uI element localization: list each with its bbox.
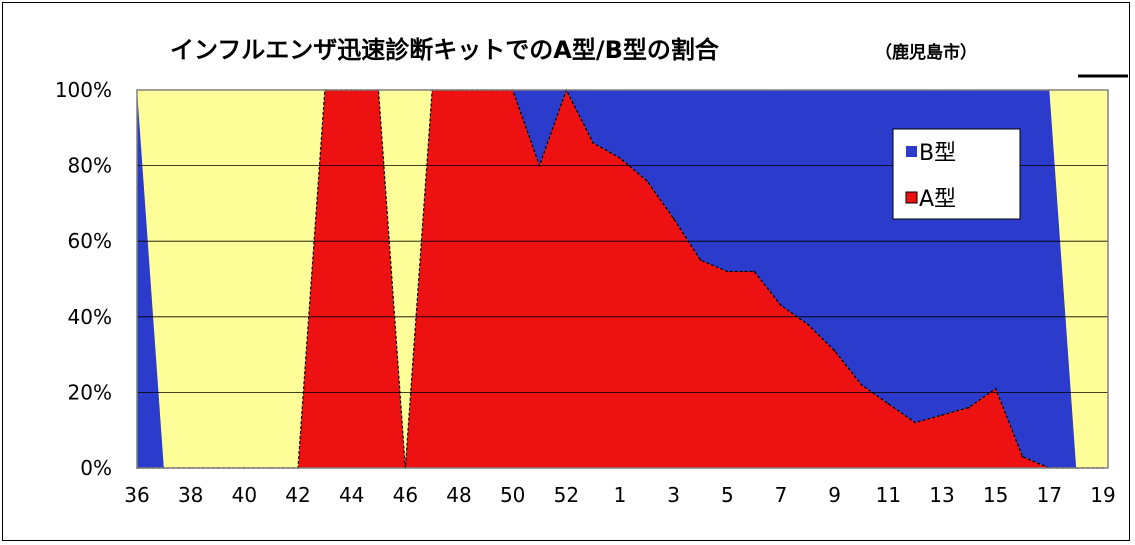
- x-tick-label: 46: [393, 483, 418, 507]
- point-a-26: [833, 350, 836, 352]
- x-tick-label: 36: [124, 483, 149, 507]
- point-a-33: [1021, 455, 1024, 458]
- x-tick-label: 15: [983, 483, 1008, 507]
- x-tick-label: 3: [667, 483, 680, 507]
- legend: B型 A型: [892, 128, 1021, 220]
- point-a-17: [592, 142, 594, 144]
- x-tick-label: 48: [446, 483, 471, 507]
- y-tick-label: 60%: [68, 229, 112, 253]
- point-a-27: [860, 384, 863, 386]
- y-tick-label: 20%: [68, 380, 112, 404]
- series-area-b: [137, 90, 1103, 468]
- y-axis-ticks: 0% 20% 40% 60% 80% 100%: [55, 78, 112, 480]
- x-tick-label: 38: [178, 483, 203, 507]
- x-tick-label: 9: [828, 483, 841, 507]
- legend-swatch-a: [905, 191, 918, 204]
- x-tick-label: 52: [554, 483, 579, 507]
- x-tick-label: 40: [232, 483, 257, 507]
- legend-box: [892, 128, 1021, 220]
- point-a-20: [672, 217, 675, 220]
- chart-subtitle: （鹿児島市）: [875, 42, 977, 63]
- point-a-25: [807, 323, 809, 326]
- plot-border: [136, 89, 1109, 469]
- y-tick-label: 100%: [55, 78, 112, 102]
- point-a-21: [699, 259, 702, 261]
- point-a-32: [994, 387, 997, 390]
- x-tick-label: 11: [876, 483, 901, 507]
- y-tick-label: 0%: [80, 456, 112, 480]
- point-a-28: [887, 402, 890, 405]
- x-tick-label: 5: [721, 483, 734, 507]
- x-tick-label: 44: [339, 483, 364, 507]
- point-a-22: [726, 270, 729, 273]
- x-tick-label: 7: [775, 483, 788, 507]
- point-a-31: [968, 406, 970, 409]
- gridlines: [137, 165, 1108, 393]
- x-tick-label: 1: [614, 483, 627, 507]
- y-tick-label: 80%: [68, 154, 112, 178]
- x-axis-ticks: 36 38 40 42 44 46 48 50 52 1 3 5 7 9 11 13 15 17 19: [124, 483, 1115, 507]
- y-tick-label: 40%: [68, 305, 112, 329]
- point-a-19: [646, 179, 648, 182]
- point-a-24: [780, 304, 782, 307]
- x-tick-label: 17: [1037, 483, 1062, 507]
- x-tick-label: 13: [929, 483, 954, 507]
- x-tick-label: 42: [285, 483, 310, 507]
- x-tick-label: 19: [1090, 483, 1115, 507]
- legend-swatch-b: [906, 146, 917, 157]
- series-area-a: [137, 90, 1103, 468]
- point-a-30: [941, 414, 943, 416]
- point-a-23: [753, 270, 755, 273]
- x-tick-label: 50: [500, 483, 525, 507]
- point-a-29: [914, 421, 916, 424]
- chart-title: インフルエンザ迅速診断キットでのA型/B型の割合: [170, 36, 720, 64]
- point-a-18: [619, 157, 621, 159]
- legend-label-a: A型: [919, 187, 956, 212]
- legend-label-b: B型: [919, 141, 956, 166]
